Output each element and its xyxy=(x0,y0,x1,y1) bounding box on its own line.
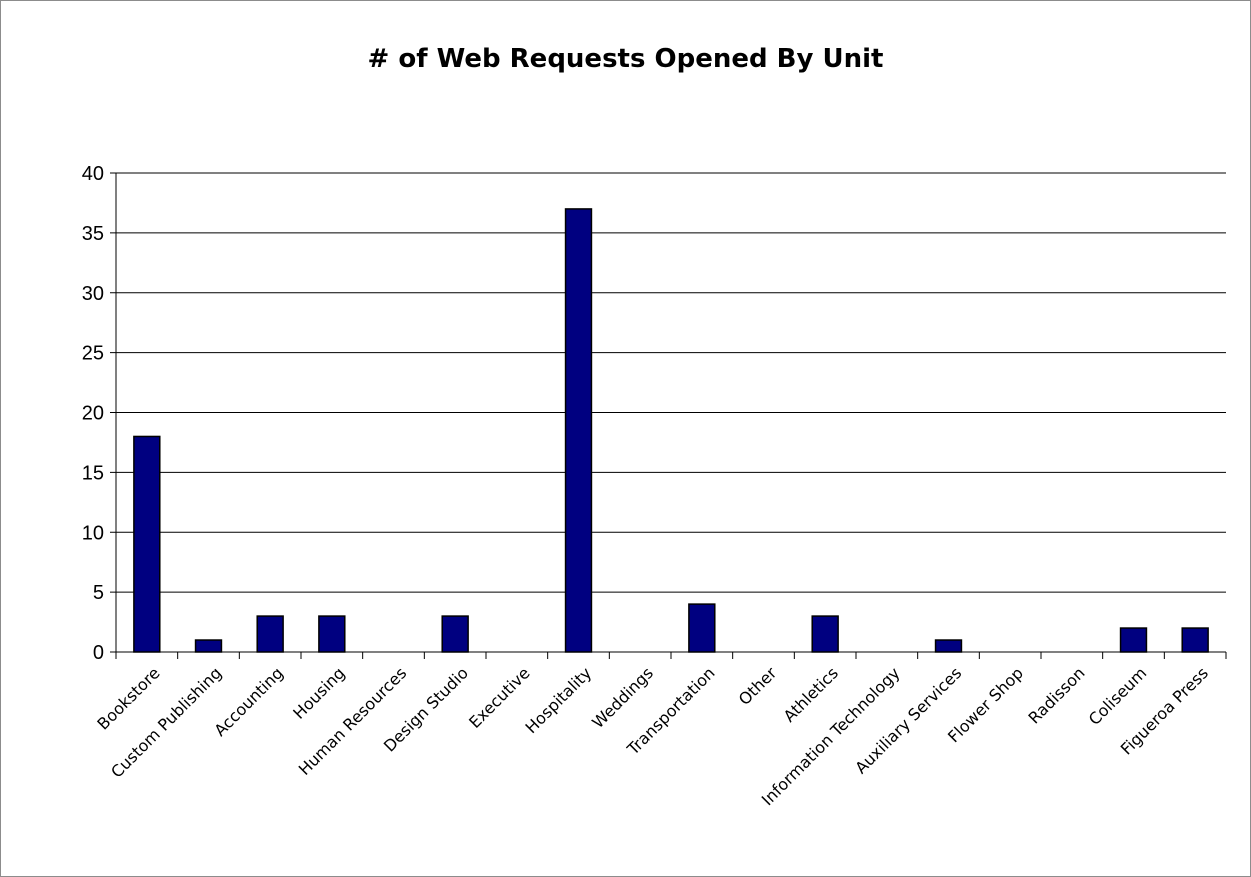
y-tick-label: 25 xyxy=(82,343,104,365)
y-tick-label: 5 xyxy=(93,582,104,604)
x-tick-label: Custom Publishing xyxy=(107,663,225,781)
bar-hospitality xyxy=(564,208,593,653)
axes xyxy=(110,172,1227,659)
bar-coliseum xyxy=(1119,627,1148,653)
y-tick-label: 35 xyxy=(82,223,104,245)
x-tick-label: Auxiliary Services xyxy=(851,663,965,777)
x-tick-label: Human Resources xyxy=(295,663,411,779)
x-tick-label: Hospitality xyxy=(521,663,595,737)
x-tick-label: Housing xyxy=(289,663,348,722)
y-tick-labels: 0 5 10 15 20 25 30 35 40 xyxy=(82,163,104,664)
bar-athletics xyxy=(811,615,839,653)
y-tick-label: 15 xyxy=(82,462,104,484)
y-tick-label: 20 xyxy=(82,403,104,425)
chart-title: # of Web Requests Opened By Unit xyxy=(367,44,884,74)
bars xyxy=(133,208,1209,653)
bar-bookstore xyxy=(133,435,161,653)
gridlines xyxy=(116,172,1226,593)
bar-transportation xyxy=(688,603,716,653)
x-tick-label: Coliseum xyxy=(1085,663,1151,729)
y-tick-label: 10 xyxy=(82,522,104,544)
x-tick-label: Athletics xyxy=(780,663,842,725)
bar-accounting xyxy=(256,615,284,653)
bar-housing xyxy=(318,615,346,653)
y-tick-label: 40 xyxy=(82,163,104,185)
bar-design-studio xyxy=(441,615,469,653)
y-tick-label: 30 xyxy=(82,283,104,305)
x-tick-label: Other xyxy=(735,663,781,709)
bar-auxiliary-services xyxy=(934,639,963,653)
y-tick-label: 0 xyxy=(93,642,104,664)
x-tick-label: Radisson xyxy=(1024,663,1088,727)
bar-custom-publishing xyxy=(194,639,223,653)
bar-figueroa-press xyxy=(1181,627,1209,653)
